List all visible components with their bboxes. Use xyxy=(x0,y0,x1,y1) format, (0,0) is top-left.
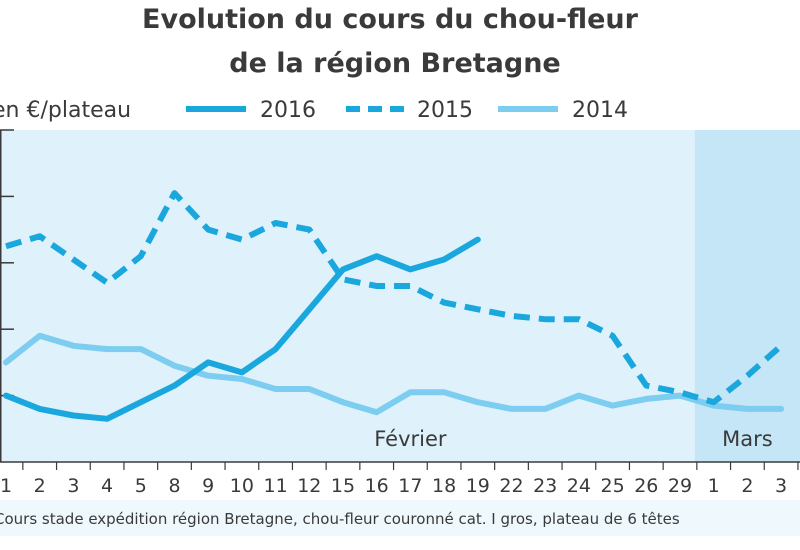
series-lines xyxy=(3,190,785,422)
x-tick-label: 16 xyxy=(365,475,389,497)
y-axis-label: en €/plateau xyxy=(0,98,131,123)
month-label: Février xyxy=(374,427,447,451)
source-band xyxy=(0,500,800,536)
x-tick-label: 22 xyxy=(499,475,523,497)
x-tick-label: 9 xyxy=(202,475,214,497)
x-tick-label: 4 xyxy=(101,475,113,497)
x-tick-label: 26 xyxy=(634,475,658,497)
x-tick-label: 17 xyxy=(398,475,422,497)
source-note: Cours stade expédition région Bretagne, … xyxy=(0,510,680,528)
x-tick-label: 24 xyxy=(567,475,591,497)
x-tick-label: 19 xyxy=(466,475,490,497)
series-line-2014 xyxy=(3,332,785,416)
x-tick-label: 3 xyxy=(775,475,787,497)
x-axis: 1 2 3 4 5 8 9 10 11 12 15 16 17 18 19 22 23 24 25 26 29 1 2 3Fé… xyxy=(0,427,800,497)
x-tick-label: 15 xyxy=(331,475,355,497)
series-line-2015 xyxy=(5,190,784,406)
x-tick-label: 23 xyxy=(533,475,557,497)
x-tick-label: 11 xyxy=(264,475,288,497)
x-tick-label: 18 xyxy=(432,475,456,497)
legend-label-2014: 2014 xyxy=(572,98,628,123)
x-tick-label: 25 xyxy=(601,475,625,497)
chart-subtitle: de la région Bretagne xyxy=(229,48,561,79)
month-label: Mars xyxy=(722,427,773,451)
legend: 2016 2015 2014 xyxy=(186,98,628,123)
x-tick-label: 5 xyxy=(135,475,147,497)
x-tick-label: 2 xyxy=(741,475,753,497)
x-tick-label: 8 xyxy=(168,475,180,497)
y-axis-ticks xyxy=(0,129,14,462)
series-line-2016 xyxy=(3,236,481,422)
legend-label-2016: 2016 xyxy=(260,98,316,123)
x-tick-label: 2 xyxy=(34,475,46,497)
x-tick-label: 1 xyxy=(708,475,720,497)
x-tick-label: 12 xyxy=(297,475,321,497)
march-shaded-region xyxy=(694,130,800,462)
x-tick-label: 10 xyxy=(230,475,254,497)
legend-label-2015: 2015 xyxy=(417,98,473,123)
x-tick-label: 3 xyxy=(67,475,79,497)
chart-title: Evolution du cours du chou-fleur xyxy=(142,4,639,35)
x-tick-label: 29 xyxy=(668,475,692,497)
x-tick-label: 1 xyxy=(0,475,12,497)
